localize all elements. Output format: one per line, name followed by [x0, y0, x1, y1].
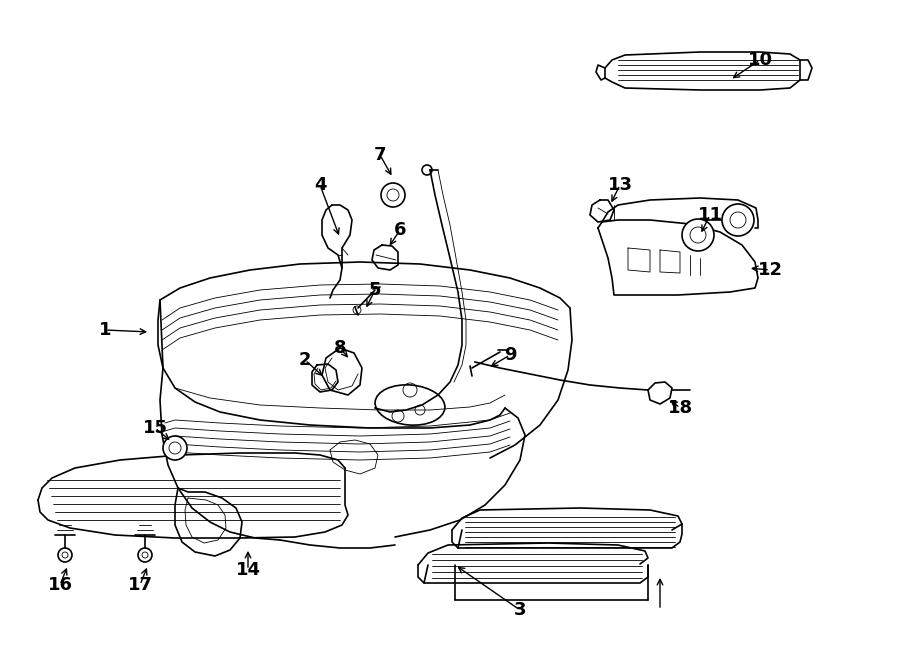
Text: 8: 8 [334, 339, 346, 357]
Text: 4: 4 [314, 176, 326, 194]
Text: 1: 1 [99, 321, 112, 339]
Text: 13: 13 [608, 176, 633, 194]
Text: 2: 2 [299, 351, 311, 369]
Text: 14: 14 [236, 561, 260, 579]
Circle shape [163, 436, 187, 460]
Text: 18: 18 [668, 399, 693, 417]
Text: 10: 10 [748, 51, 772, 69]
Text: 7: 7 [374, 146, 386, 164]
Circle shape [58, 548, 72, 562]
Text: 15: 15 [142, 419, 167, 437]
Text: 17: 17 [128, 576, 152, 594]
Text: 6: 6 [394, 221, 406, 239]
Text: 9: 9 [504, 346, 517, 364]
Text: 11: 11 [698, 206, 723, 224]
Text: 12: 12 [758, 261, 782, 279]
Circle shape [682, 219, 714, 251]
Text: 16: 16 [48, 576, 73, 594]
Text: 3: 3 [514, 601, 526, 619]
Circle shape [722, 204, 754, 236]
Circle shape [138, 548, 152, 562]
Text: 5: 5 [369, 281, 382, 299]
